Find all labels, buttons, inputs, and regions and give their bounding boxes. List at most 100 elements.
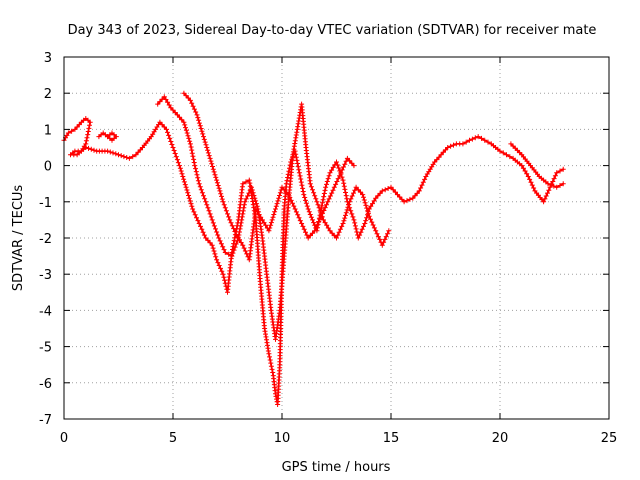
data-point	[363, 202, 369, 208]
x-tick-label: 25	[601, 431, 618, 446]
y-axis-label: SDTVAR / TECUs	[11, 185, 26, 292]
data-point	[385, 231, 390, 237]
data-point	[327, 193, 333, 199]
data-point	[326, 173, 332, 179]
data-point	[180, 174, 186, 179]
data-point	[475, 134, 481, 140]
data-point	[548, 182, 554, 188]
data-point	[85, 129, 91, 134]
data-point	[233, 231, 239, 237]
data-point	[357, 232, 363, 238]
data-point	[183, 184, 189, 190]
data-point	[242, 248, 248, 254]
data-point	[246, 190, 252, 196]
x-tick-labels: 0 5 10 15 20 25	[60, 431, 617, 446]
y-tick-labels: -7 -6 -5 -4 -3 -2 -1 0 1 2 3	[39, 51, 52, 428]
data-point	[347, 199, 353, 205]
data-point	[240, 181, 246, 187]
data-point	[230, 250, 236, 256]
data-point	[172, 110, 178, 115]
data-point	[369, 219, 375, 225]
data-point	[339, 223, 345, 229]
data-point	[188, 144, 194, 150]
data-point	[226, 251, 232, 257]
data-point	[554, 170, 560, 176]
data-point	[238, 240, 244, 245]
data-point	[198, 223, 203, 229]
data-point	[181, 179, 187, 185]
data-point	[296, 167, 302, 173]
data-point	[305, 206, 311, 212]
data-point	[184, 187, 190, 193]
data-point	[159, 122, 165, 128]
data-point	[321, 191, 327, 196]
y-tick-label: 2	[44, 87, 52, 102]
data-point	[203, 235, 209, 241]
data-point	[250, 190, 256, 196]
data-point	[266, 228, 272, 234]
x-tick-label: 20	[492, 431, 509, 446]
data-point	[216, 185, 222, 191]
data-point	[313, 225, 319, 231]
data-point	[550, 179, 556, 184]
data-point	[163, 97, 169, 102]
data-point	[188, 201, 194, 207]
data-point	[311, 190, 317, 196]
data-point	[507, 154, 513, 160]
data-point	[314, 199, 320, 205]
data-point	[320, 197, 326, 203]
data-point	[295, 212, 301, 218]
data-point	[269, 217, 275, 223]
y-tick-label: -2	[39, 232, 52, 247]
data-point	[213, 226, 218, 232]
data-point	[192, 212, 198, 218]
data-point	[303, 229, 308, 235]
data-point	[295, 164, 301, 170]
data-point	[295, 161, 301, 166]
data-point	[69, 128, 75, 134]
data-point	[267, 357, 273, 363]
data-point	[358, 189, 363, 195]
data-point	[349, 193, 355, 199]
series-track-c	[181, 90, 357, 263]
data-point	[374, 231, 380, 237]
data-point	[325, 176, 331, 182]
data-point	[185, 190, 191, 196]
data-point	[467, 137, 472, 143]
data-point	[300, 185, 306, 191]
data-point	[241, 245, 247, 251]
data-point	[164, 126, 169, 132]
data-point	[395, 192, 400, 198]
data-point	[196, 120, 202, 126]
data-point	[335, 162, 341, 168]
data-point	[460, 141, 466, 147]
data-point	[340, 221, 346, 226]
data-point	[181, 90, 187, 96]
data-point	[195, 218, 201, 224]
data-point	[209, 217, 215, 223]
data-point	[348, 196, 354, 202]
data-point	[201, 193, 206, 199]
data-point	[179, 117, 185, 123]
data-point	[222, 250, 228, 255]
data-point	[110, 150, 116, 156]
data-point	[299, 182, 305, 188]
data-point	[174, 157, 180, 163]
data-point	[86, 145, 91, 151]
data-point	[267, 225, 273, 231]
data-point	[273, 203, 279, 209]
data-point	[198, 187, 204, 193]
data-point	[219, 196, 225, 202]
data-point	[298, 176, 304, 182]
data-point	[296, 215, 302, 221]
data-point	[337, 226, 343, 232]
data-point	[88, 146, 94, 152]
data-point	[329, 230, 335, 236]
data-point	[194, 172, 200, 178]
data-point	[370, 222, 376, 228]
data-point	[210, 220, 216, 226]
data-point	[121, 154, 127, 160]
data-point	[186, 195, 192, 201]
y-tick-label: -3	[39, 268, 52, 283]
data-point	[177, 165, 183, 171]
